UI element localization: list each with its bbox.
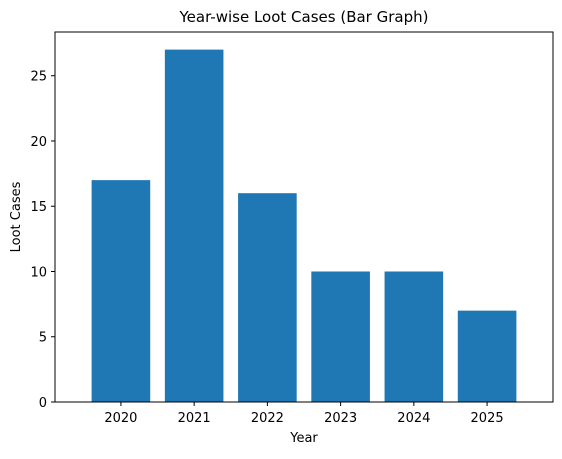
x-tick-label: 2022 bbox=[251, 411, 284, 426]
bar-2023 bbox=[311, 271, 370, 402]
y-tick-label: 0 bbox=[39, 396, 47, 411]
bar-2020 bbox=[91, 180, 151, 402]
y-tick-label: 25 bbox=[30, 70, 47, 85]
y-tick-label: 20 bbox=[30, 135, 47, 150]
x-axis-ticks: 2020 2021 2022 2023 2024 2025 bbox=[104, 402, 504, 426]
x-axis-label: Year bbox=[289, 431, 318, 446]
x-tick-label: 2020 bbox=[104, 411, 137, 426]
y-tick-label: 5 bbox=[39, 331, 47, 346]
plot-frame bbox=[54, 31, 554, 403]
y-tick-label: 10 bbox=[30, 265, 47, 280]
bar-2021 bbox=[164, 49, 224, 402]
x-tick-label: 2021 bbox=[178, 411, 211, 426]
bar-2022 bbox=[238, 193, 297, 402]
y-axis-ticks: 0 5 10 15 20 25 bbox=[30, 70, 55, 411]
bar-2024 bbox=[384, 271, 444, 402]
bars-group bbox=[91, 49, 517, 402]
bar-2025 bbox=[457, 310, 517, 402]
y-axis-label: Loot Cases bbox=[9, 181, 24, 252]
x-tick-label: 2024 bbox=[397, 411, 430, 426]
y-tick-label: 15 bbox=[30, 200, 47, 215]
x-tick-label: 2023 bbox=[324, 411, 357, 426]
x-tick-label: 2025 bbox=[471, 411, 504, 426]
chart-title: Year-wise Loot Cases (Bar Graph) bbox=[179, 8, 429, 26]
